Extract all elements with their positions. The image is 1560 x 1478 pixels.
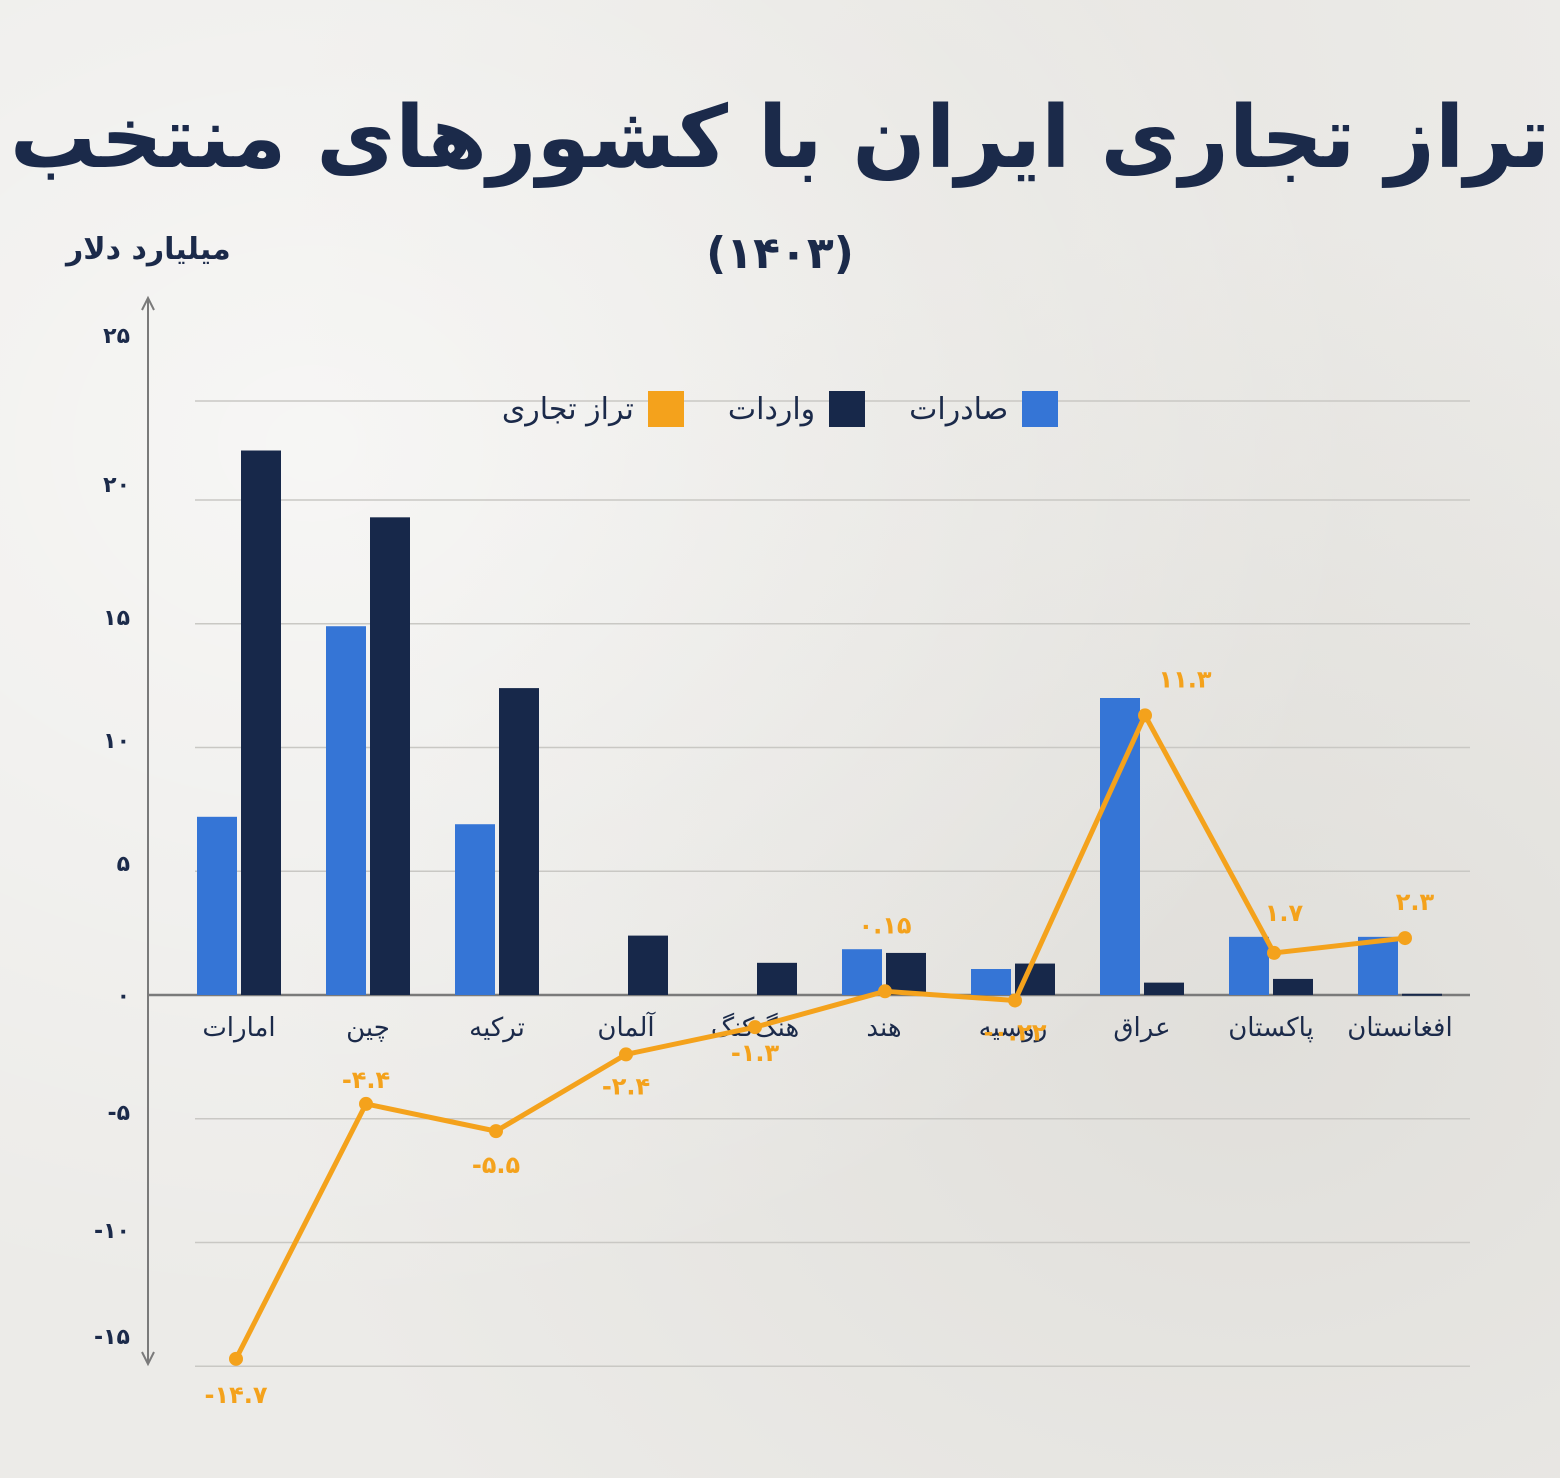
category-label: پاکستان bbox=[1228, 1013, 1314, 1043]
category-label: هند bbox=[866, 1013, 901, 1043]
bar-imports bbox=[1144, 982, 1184, 995]
category-label: امارات bbox=[202, 1013, 275, 1043]
y-tick-label: ۵ bbox=[117, 852, 130, 877]
y-tick-label: -۱۵ bbox=[94, 1325, 130, 1350]
balance-value-label: ۰.۱۵ bbox=[858, 911, 911, 939]
balance-point bbox=[878, 984, 892, 999]
balance-point bbox=[619, 1047, 633, 1062]
balance-point bbox=[489, 1124, 503, 1139]
balance-value-labels: -۱۴.۷ -۴.۴ -۵.۵ -۲.۴ -۱.۳ ۰.۱۵ -۰.۲۲ ۱۱.۳ ۱.۷ ۲.۳ bbox=[204, 665, 1434, 1408]
category-label: چین bbox=[346, 1013, 390, 1043]
balance-value-label: -۱.۳ bbox=[731, 1039, 780, 1067]
y-tick-label: ۱۰ bbox=[103, 729, 130, 754]
bar-imports bbox=[499, 688, 539, 995]
y-tick-label: ۲۵ bbox=[103, 324, 130, 349]
y-tick-label: ۱۵ bbox=[103, 606, 130, 631]
balance-value-label: -۲.۴ bbox=[602, 1072, 650, 1100]
bar-imports bbox=[886, 952, 926, 995]
category-label: افغانستان bbox=[1347, 1013, 1452, 1043]
y-tick-label: -۱۰ bbox=[94, 1219, 130, 1244]
balance-point bbox=[1398, 931, 1412, 946]
bar-exports bbox=[971, 969, 1011, 995]
y-axis-arrow-down bbox=[141, 1351, 155, 1367]
balance-value-label: -۱۴.۷ bbox=[204, 1381, 267, 1409]
bar-exports bbox=[326, 626, 366, 995]
y-axis-arrow-up bbox=[141, 295, 155, 311]
legend-item-imports: واردات bbox=[727, 391, 866, 427]
bar-exports bbox=[197, 816, 237, 995]
category-label: روسیه bbox=[979, 1013, 1048, 1043]
category-labels: اماراتچینترکیهآلمانهنگ‌کنگهندروسیهعراقپا… bbox=[202, 1011, 1452, 1043]
balance-point bbox=[1267, 945, 1281, 960]
category-label: آلمان bbox=[597, 1011, 656, 1043]
legend-label-balance: تراز تجاری bbox=[501, 391, 634, 427]
bars bbox=[197, 450, 1442, 996]
balance-value-label: ۲.۳ bbox=[1396, 888, 1435, 916]
bar-imports bbox=[241, 450, 281, 995]
page-title: تراز تجاری ایران با کشورهای منتخب bbox=[9, 88, 1551, 188]
legend-item-exports: صادرات bbox=[909, 391, 1059, 427]
page-subtitle: (۱۴۰۳) bbox=[706, 228, 854, 279]
legend-swatch-balance bbox=[647, 391, 684, 427]
legend: صادرات واردات تراز تجاری bbox=[470, 384, 1090, 434]
y-axis: ۲۵ ۲۰ ۱۵ ۱۰ ۵ ۰ -۵ -۱۰ -۱۵ bbox=[94, 295, 1470, 1367]
legend-swatch-imports bbox=[829, 391, 866, 427]
y-axis-unit-label: میلیارد دلار bbox=[66, 232, 231, 267]
bar-imports bbox=[1273, 978, 1313, 995]
balance-point bbox=[1138, 708, 1152, 723]
legend-label-imports: واردات bbox=[727, 391, 816, 427]
bar-exports bbox=[1229, 936, 1269, 995]
balance-value-label: ۱.۷ bbox=[1265, 899, 1304, 927]
y-tick-label: ۲۰ bbox=[103, 473, 130, 498]
bar-imports bbox=[628, 935, 668, 995]
balance-series-line bbox=[233, 712, 1406, 1360]
y-tick-label: ۰ bbox=[117, 984, 130, 1009]
balance-point bbox=[359, 1096, 373, 1111]
bar-imports bbox=[757, 962, 797, 995]
legend-swatch-exports bbox=[1022, 391, 1059, 427]
category-label: ترکیه bbox=[469, 1013, 525, 1043]
balance-value-label: -۴.۴ bbox=[342, 1066, 390, 1094]
legend-item-balance: تراز تجاری bbox=[502, 391, 684, 427]
balance-point bbox=[748, 1020, 762, 1035]
category-label: عراق bbox=[1113, 1013, 1170, 1043]
bar-exports bbox=[1100, 698, 1140, 995]
bar-exports bbox=[455, 824, 495, 995]
balance-value-label: ۱۱.۳ bbox=[1158, 665, 1211, 693]
balance-value-label: -۵.۵ bbox=[472, 1151, 520, 1179]
bar-exports bbox=[1358, 936, 1398, 995]
balance-point bbox=[1008, 993, 1022, 1008]
balance-value-label: -۰.۲۲ bbox=[983, 1018, 1046, 1046]
bar-imports bbox=[1402, 993, 1442, 996]
y-tick-label: -۵ bbox=[107, 1101, 130, 1126]
legend-label-exports: صادرات bbox=[909, 391, 1009, 427]
bar-exports bbox=[842, 949, 882, 995]
balance-point bbox=[229, 1351, 243, 1366]
bar-imports bbox=[370, 517, 410, 995]
balance-line bbox=[229, 708, 1412, 1366]
